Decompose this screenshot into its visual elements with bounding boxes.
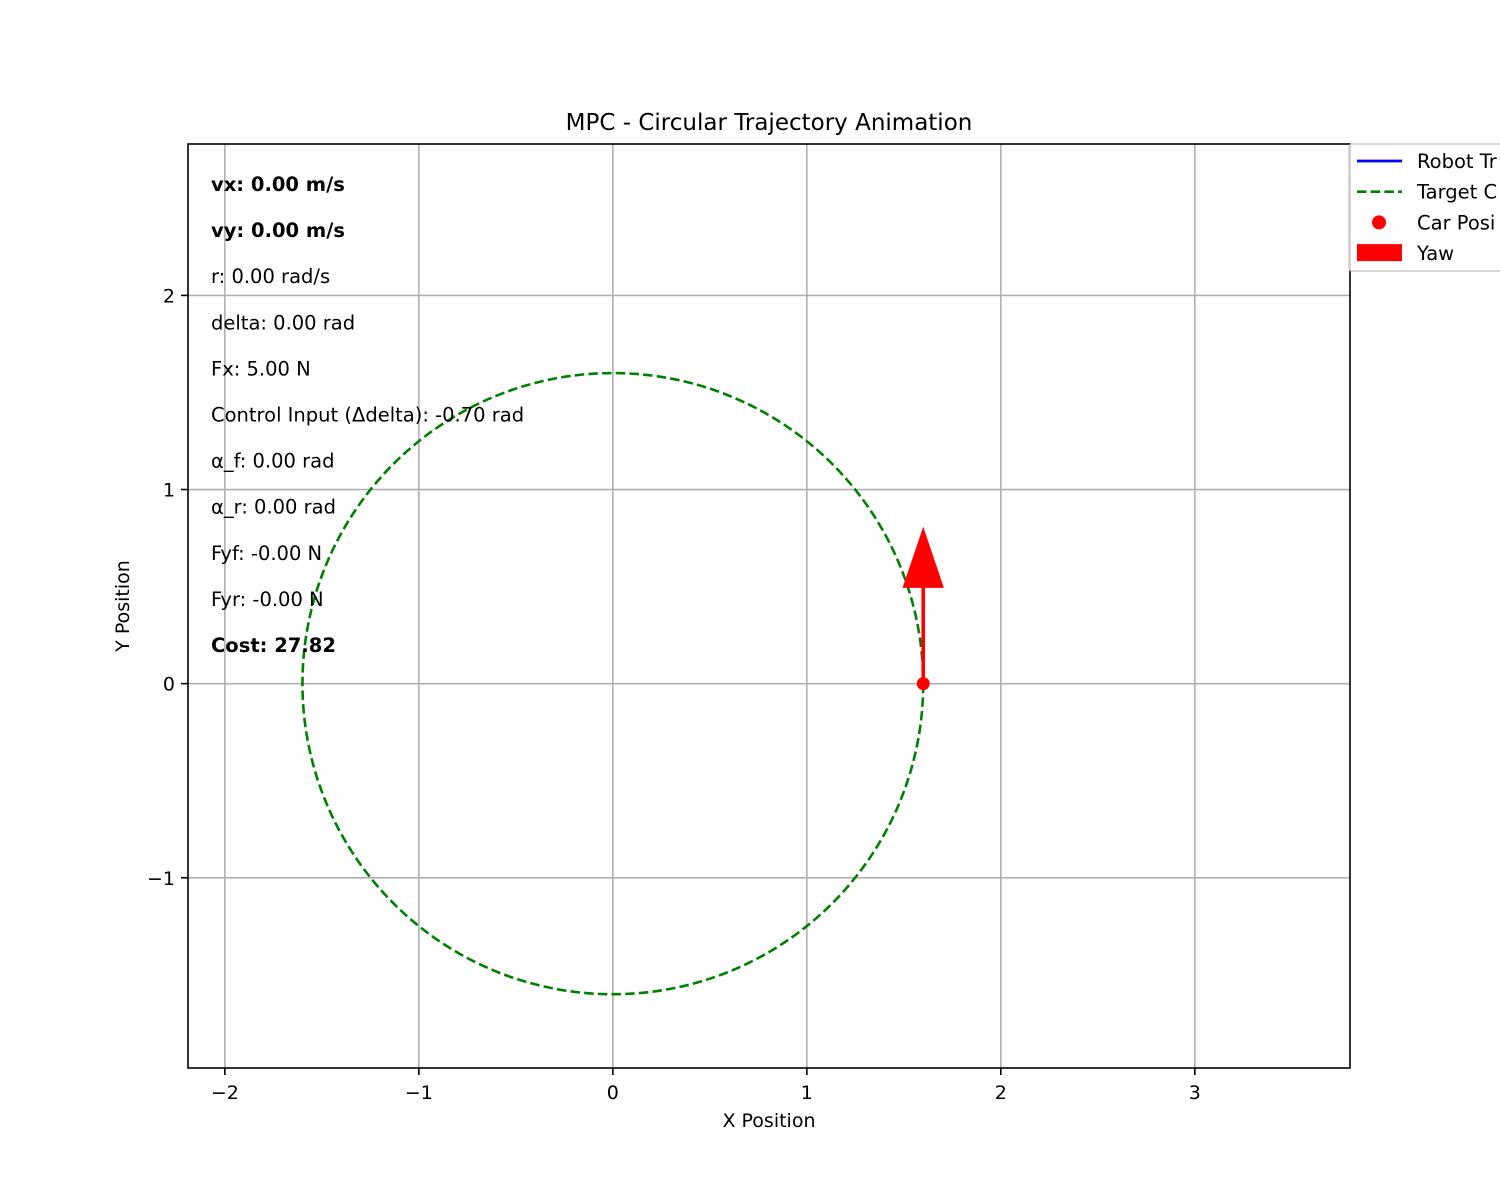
legend-label: Car Posi <box>1417 211 1495 234</box>
state-annotations: vx: 0.00 m/s vy: 0.00 m/s r: 0.00 rad/s del… <box>211 173 524 657</box>
x-axis: −2 −1 0 1 2 3 <box>211 1068 1201 1104</box>
annotation-text: Cost: 27.82 <box>211 634 336 657</box>
annotation-text: Fyf: -0.00 N <box>211 542 322 565</box>
x-tick-label: 0 <box>607 1082 619 1104</box>
annotation-text: α_f: 0.00 rad <box>211 450 335 473</box>
x-tick-label: 3 <box>1189 1082 1201 1104</box>
annotation-text: r: 0.00 rad/s <box>211 265 330 288</box>
legend-swatch-yaw <box>1357 244 1402 262</box>
x-tick-label: −2 <box>211 1082 239 1104</box>
x-tick-label: −1 <box>405 1082 433 1104</box>
annotation-text: α_r: 0.00 rad <box>211 496 336 519</box>
legend-label: Robot Tr <box>1417 150 1498 173</box>
y-axis-label: Y Position <box>112 560 134 653</box>
legend: Robot Tr Target C Car Posi Yaw <box>1348 143 1500 272</box>
y-tick-label: 0 <box>163 674 175 696</box>
legend-swatch-car-posi <box>1372 215 1386 230</box>
legend-label: Target C <box>1416 181 1497 204</box>
legend-label: Yaw <box>1416 242 1454 265</box>
chart-title: MPC - Circular Trajectory Animation <box>566 110 973 136</box>
yaw-arrow <box>902 526 944 685</box>
y-tick-label: −1 <box>147 868 175 890</box>
annotation-text: Fx: 5.00 N <box>211 357 311 380</box>
x-tick-label: 2 <box>995 1082 1007 1104</box>
y-tick-label: 2 <box>163 285 175 307</box>
legend-frame <box>1348 143 1500 272</box>
annotation-text: delta: 0.00 rad <box>211 311 355 334</box>
annotation-text: vy: 0.00 m/s <box>211 219 345 242</box>
annotation-text: vx: 0.00 m/s <box>211 173 345 196</box>
axes-frame <box>187 143 1351 1069</box>
x-tick-label: 1 <box>801 1082 813 1104</box>
plot-area <box>301 371 944 996</box>
y-tick-label: 1 <box>163 480 175 502</box>
annotation-text: Control Input (Δdelta): -0.70 rad <box>211 404 524 427</box>
annotation-text: Fyr: -0.00 N <box>211 588 324 611</box>
x-axis-label: X Position <box>722 1110 815 1132</box>
grid <box>188 144 1350 1068</box>
y-axis: −1 0 1 2 <box>147 285 188 890</box>
